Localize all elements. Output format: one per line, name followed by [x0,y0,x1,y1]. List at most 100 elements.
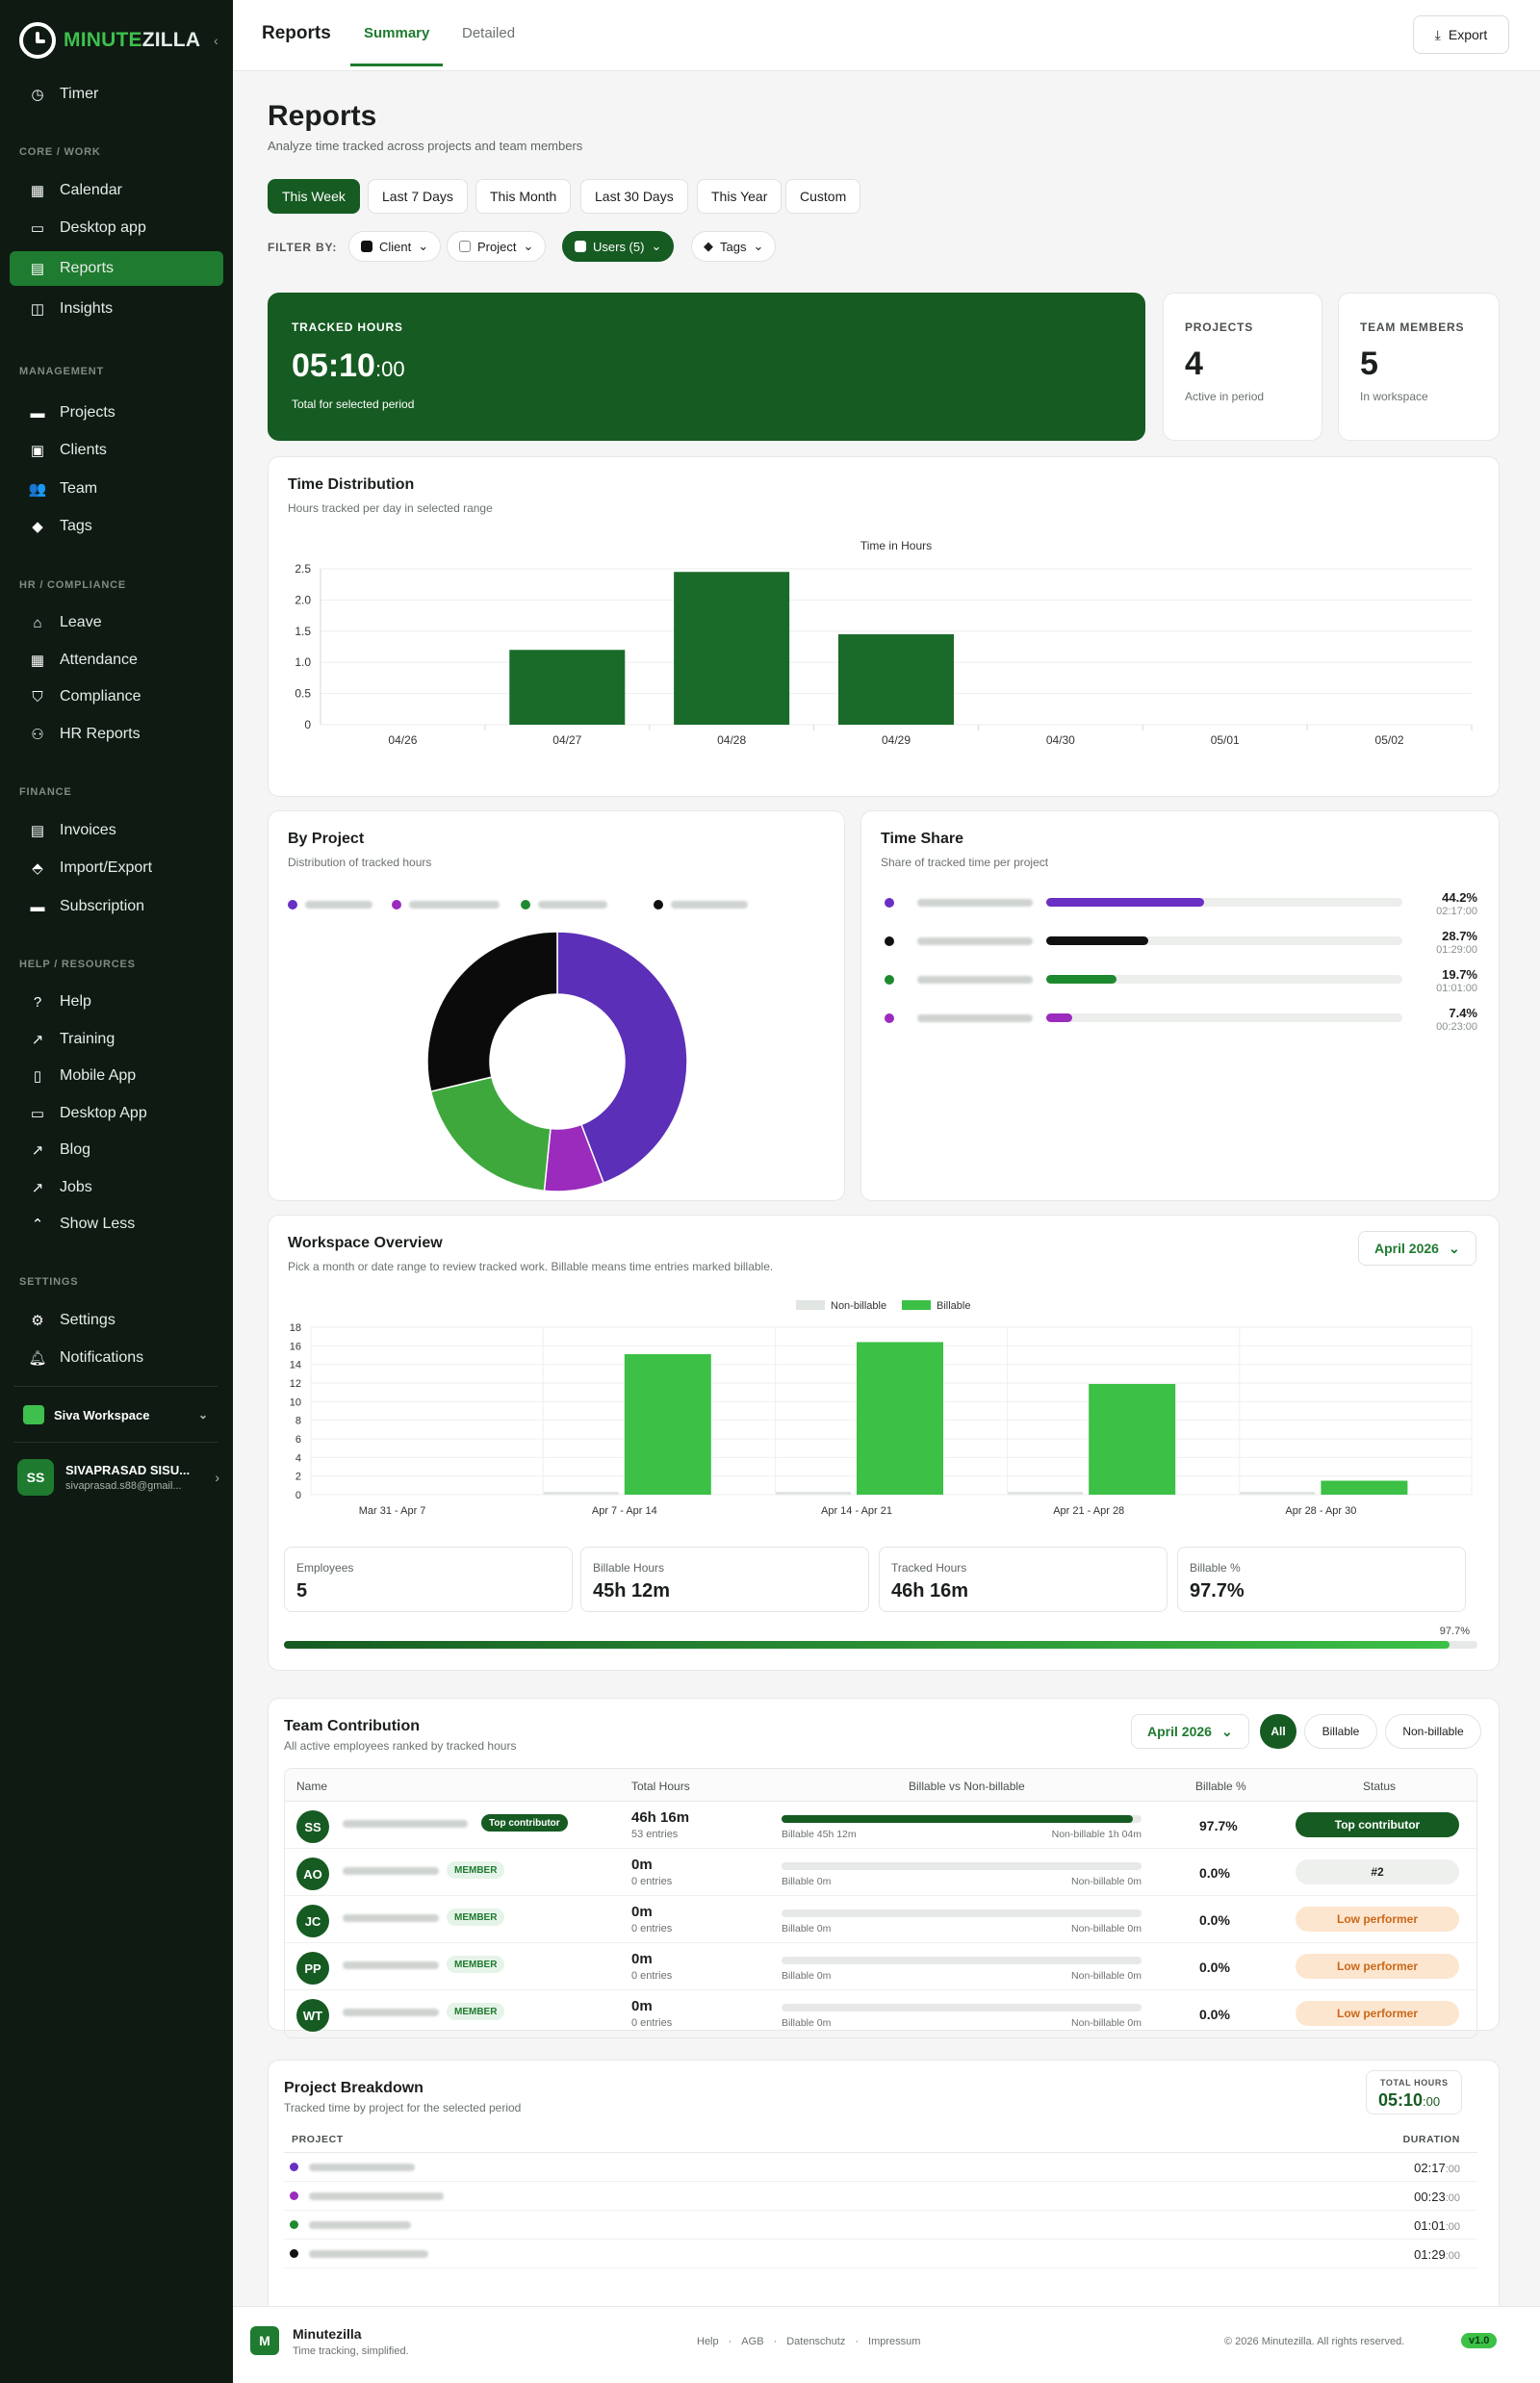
sidebar-item-help[interactable]: ? Help [10,985,223,1019]
footer-link-datenschutz[interactable]: Datenschutz [786,2336,846,2347]
brand-logo[interactable]: MINUTEZILLA [19,21,200,60]
range-this-year[interactable]: This Year [697,179,783,214]
sidebar-item-compliance[interactable]: ⛉ Compliance [10,679,223,714]
tab-detailed[interactable]: Detailed [462,25,516,41]
chevron-down-icon: ⌄ [651,239,662,253]
bar [838,634,954,725]
total-hours-box: TOTAL HOURS 05:10:00 [1366,2070,1462,2114]
y-tick-label: 0 [304,718,311,731]
project-name-redacted [309,2192,444,2200]
kpi-projects-value: 4 [1185,346,1203,382]
card-title: Project Breakdown [284,2080,424,2096]
table-row[interactable]: AO MEMBER 0m 0 entries Billable 0m Non-billab… [285,1849,1476,1896]
list-item: 00:23:00 [284,2182,1477,2211]
legend-label: Billable [937,1300,970,1312]
range-last-7-days[interactable]: Last 7 Days [368,179,468,214]
section-settings: SETTINGS [19,1276,79,1288]
y-tick-label: 1.0 [295,655,311,669]
footer-link-help[interactable]: Help [697,2336,719,2347]
download-icon: ⤓ [1434,26,1441,42]
collapse-sidebar-icon[interactable]: ‹ [214,33,218,48]
export-button[interactable]: ⤓ Export [1413,15,1509,54]
team-month-select[interactable]: April 2026 ⌄ [1131,1714,1249,1749]
sidebar-item-jobs[interactable]: ↗ Jobs [10,1170,223,1205]
sidebar-item-clients[interactable]: ▣ Clients [30,442,107,459]
sidebar-item-team[interactable]: 👥 Team [28,480,98,498]
sidebar-item-attendance[interactable]: ▦ Attendance [30,652,138,669]
table-header: Name Total Hours Billable vs Non-billabl… [285,1769,1476,1802]
section-management: MANAGEMENT [19,366,105,377]
footer-copyright: © 2026 Minutezilla. All rights reserved. [1224,2336,1405,2347]
sidebar-item-insights[interactable]: ◫ Insights [30,300,114,318]
month-select[interactable]: April 2026 ⌄ [1358,1231,1476,1266]
sidebar-item-mobile-app[interactable]: ▯ Mobile App [10,1059,223,1093]
total-hours: 0m [631,1951,653,1967]
workspace-switcher[interactable]: Siva Workspace ⌄ [13,1397,218,1432]
kpi-foot: In workspace [1360,390,1428,403]
bar [674,572,790,725]
table-row[interactable]: JC MEMBER 0m 0 entries Billable 0m Non-billab… [285,1896,1476,1943]
y-tick-label: 2 [295,1472,301,1483]
time-share-card: Time Share Share of tracked time per pro… [860,810,1500,1201]
filter-tags[interactable]: ◆ Tags ⌄ [691,231,777,262]
sidebar-item-tags[interactable]: ◆ Tags [10,509,223,544]
sidebar-item-desktop-app-download[interactable]: ▭ Desktop App [30,1105,147,1122]
sidebar-item-invoices[interactable]: ▤ Invoices [30,822,116,839]
chevron-down-icon: ⌄ [197,1408,208,1422]
filter-client[interactable]: Client ⌄ [348,231,442,262]
sidebar-item-hr-reports[interactable]: ⚇ HR Reports [10,717,223,752]
billable-bar-fill [782,1815,1134,1823]
bar [509,650,626,725]
sidebar-item-desktop-app[interactable]: ▭ Desktop app [30,219,146,237]
footer-link-impressum[interactable]: Impressum [868,2336,921,2347]
user-profile[interactable]: SS SIVAPRASAD SISU... sivaprasad.s88@gma… [17,1453,219,1501]
stat-employees: Employees 5 [284,1547,573,1612]
project-duration: 02:17:00 [1414,2161,1460,2175]
project-color-dot [290,2163,298,2171]
chevron-down-icon: ⌄ [418,239,429,253]
sidebar-item-blog[interactable]: ↗ Blog [10,1133,223,1167]
sidebar-item-timer[interactable]: ◷ Timer [10,77,223,112]
table-row[interactable]: WT MEMBER 0m 0 entries Billable 0m Non-billab… [285,1990,1476,2037]
filter-project[interactable]: Project ⌄ [447,231,547,262]
sidebar-item-leave[interactable]: ⌂ Leave [10,605,223,640]
client-icon: ▣ [30,443,45,459]
y-tick-label: 14 [290,1360,301,1371]
sidebar-item-training[interactable]: ↗ Training [10,1022,223,1057]
table-row[interactable]: PP MEMBER 0m 0 entries Billable 0m Non-billab… [285,1943,1476,1990]
sidebar-item-calendar[interactable]: ▦ Calendar [30,182,122,199]
sidebar-item-import-export[interactable]: ⬘ Import/Export [10,851,223,885]
user-search-icon: ⚇ [31,727,44,743]
page-subtitle: Analyze time tracked across projects and… [268,139,583,153]
member-name-redacted [343,1820,468,1828]
range-this-month[interactable]: This Month [475,179,572,214]
footer-tagline: Time tracking, simplified. [293,2345,409,2357]
filter-billable[interactable]: Billable [1304,1714,1377,1749]
filter-non-billable[interactable]: Non-billable [1385,1714,1481,1749]
sidebar-item-notifications[interactable]: 🔔︎ Notifications [28,1349,144,1367]
sidebar-item-reports[interactable]: ▤ Reports [10,251,223,286]
range-custom[interactable]: Custom [785,179,861,214]
sidebar-item-show-less[interactable]: ⌃ Show Less [10,1207,223,1242]
billable-bar [782,1957,1142,1964]
entries-count: 0 entries [631,2017,673,2029]
legend-item [392,900,500,910]
sidebar-item-subscription[interactable]: ▬ Subscription [30,898,145,915]
table-row[interactable]: SS Top contributor 46h 16m 53 entries Billab… [285,1802,1476,1849]
share-duration: 01:01:00 [1436,983,1477,994]
time-distribution-card: Time Distribution Hours tracked per day … [268,456,1500,797]
section-hr-compliance: HR / COMPLIANCE [19,579,126,591]
filter-all[interactable]: All [1260,1714,1296,1749]
range-this-week[interactable]: This Week [268,179,360,214]
y-tick-label: 10 [290,1396,301,1408]
tab-summary[interactable]: Summary [349,25,444,66]
card-title: Time Distribution [288,476,415,493]
sidebar-item-projects[interactable]: ▬ Projects [30,404,116,422]
filter-users[interactable]: Users (5) ⌄ [562,231,675,262]
range-last-30-days[interactable]: Last 30 Days [580,179,688,214]
footer-link-agb[interactable]: AGB [741,2336,764,2347]
bar-billable [1089,1383,1176,1495]
calendar-icon: ▦ [30,183,45,199]
legend-item [288,900,372,910]
sidebar-item-settings[interactable]: ⚙ Settings [10,1303,223,1338]
